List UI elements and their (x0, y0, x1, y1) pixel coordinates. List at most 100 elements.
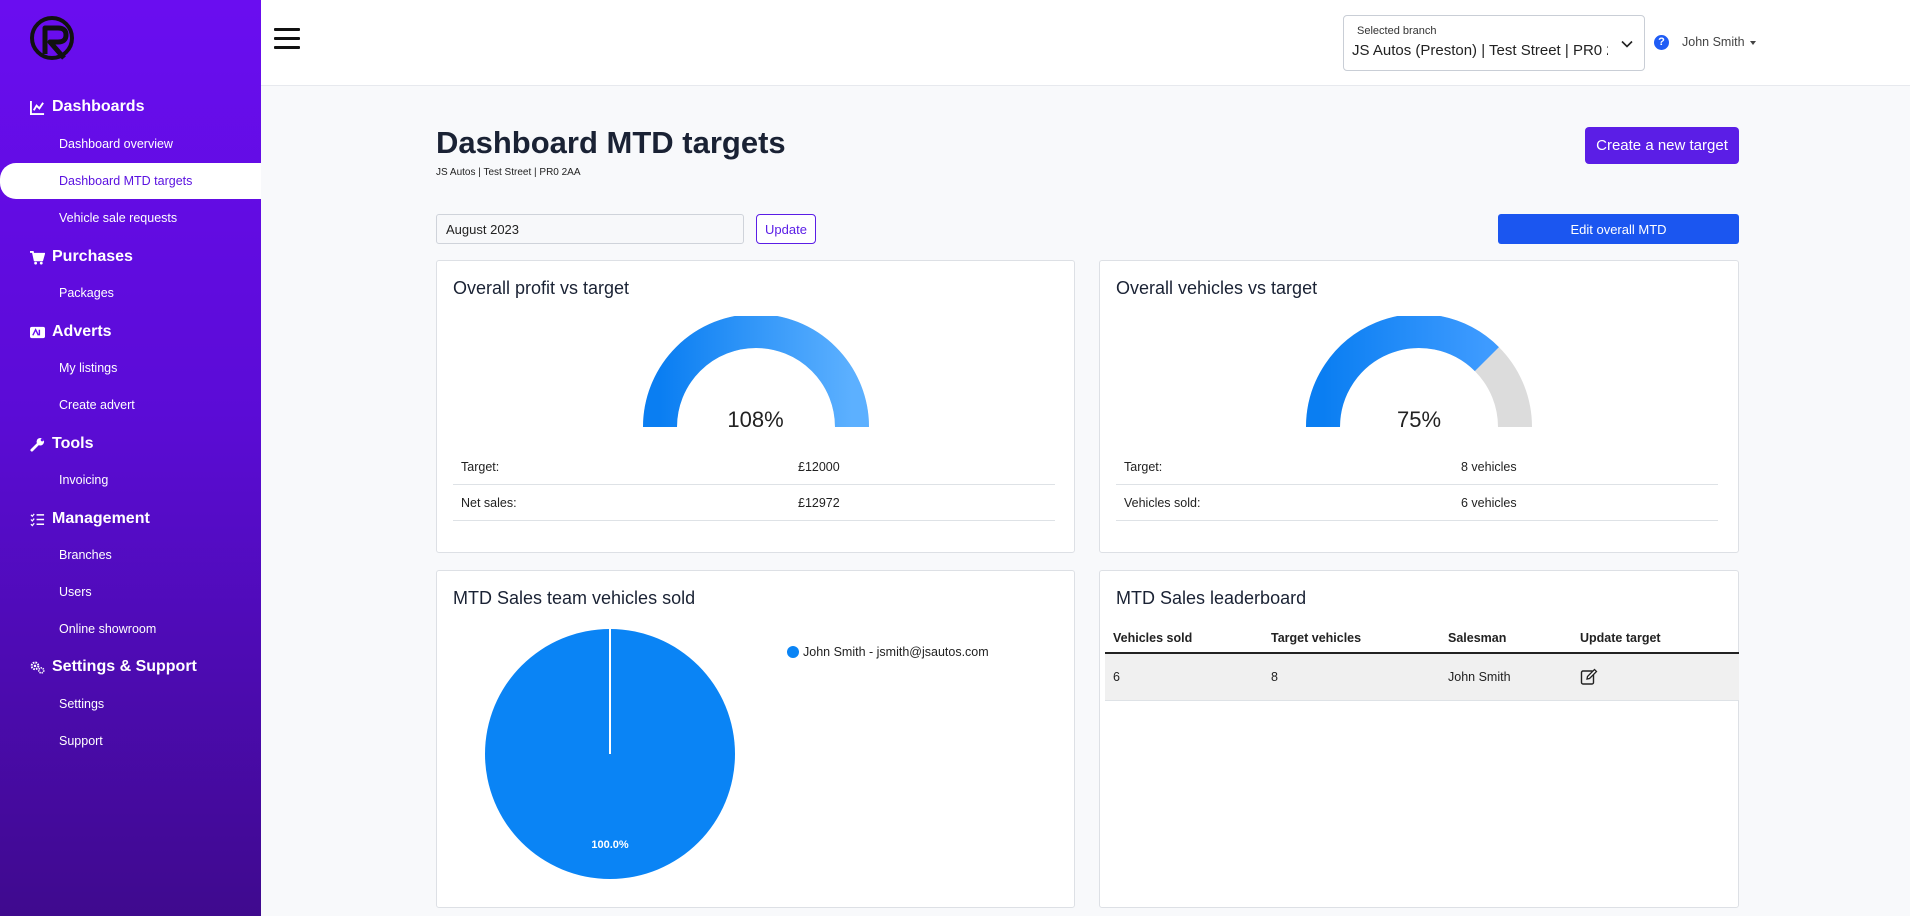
sidebar-section-adverts: Adverts (30, 323, 112, 341)
net-sales-value: £12972 (798, 496, 840, 510)
sales-pie-chart: 100.0% (485, 629, 735, 879)
wrench-icon (30, 437, 45, 452)
sidebar-item-label: Dashboard MTD targets (59, 174, 193, 188)
top-bar: Selected branch JS Autos (Preston) | Tes… (261, 0, 1910, 86)
gauge-value: 108% (727, 407, 784, 432)
sidebar-item-label: Users (59, 585, 92, 599)
sales-team-pie-card: MTD Sales team vehicles sold 100.0% John… (436, 570, 1075, 908)
sidebar-section-purchases: Purchases (30, 248, 133, 266)
sidebar-item-label: Create advert (59, 398, 135, 412)
header-update-target: Update target (1580, 631, 1661, 645)
card-title: MTD Sales leaderboard (1116, 588, 1307, 608)
target-label: Target: (461, 460, 500, 474)
ad-icon (30, 326, 45, 338)
header-target-vehicles: Target vehicles (1271, 631, 1362, 645)
vehicles-sold-value: 6 vehicles (1461, 496, 1517, 510)
target-row: Target: 8 vehicles (1116, 449, 1718, 485)
cell-target-vehicles: 8 (1271, 670, 1278, 684)
vehicles-sold-row: Vehicles sold: 6 vehicles (1116, 485, 1718, 521)
profit-card: Overall profit vs target 108% Target: £1… (436, 260, 1075, 553)
sidebar-item-branches[interactable]: Branches (0, 537, 261, 573)
sidebar-item-packages[interactable]: Packages (0, 275, 261, 311)
sidebar-item-label: Vehicle sale requests (59, 211, 178, 225)
gauge-fill (1306, 316, 1499, 428)
target-row: Target: £12000 (453, 449, 1055, 485)
sidebar-item-settings[interactable]: Settings (0, 686, 261, 722)
sidebar-item-label: Dashboard overview (59, 137, 173, 151)
edit-overall-mtd-button[interactable]: Edit overall MTD (1498, 214, 1739, 244)
sidebar-item-users[interactable]: Users (0, 574, 261, 610)
legend-dot (787, 646, 799, 658)
sidebar-section-dashboards: Dashboards (30, 98, 144, 116)
pie-legend[interactable]: John Smith - jsmith@jsautos.com (787, 645, 989, 659)
sidebar-section-label: Purchases (52, 248, 133, 265)
chevron-down-icon (1621, 40, 1633, 48)
sidebar-item-support[interactable]: Support (0, 723, 261, 759)
sidebar-item-label: Packages (59, 286, 114, 300)
sidebar-item-label: Branches (59, 548, 112, 562)
sidebar-item-dashboard-overview[interactable]: Dashboard overview (0, 126, 261, 162)
sidebar-item-label: Online showroom (59, 622, 157, 636)
sidebar-item-label: Support (59, 734, 103, 748)
update-target-button[interactable] (1580, 654, 1598, 700)
card-title: MTD Sales team vehicles sold (453, 588, 696, 608)
target-value: £12000 (798, 460, 840, 474)
branch-select-label: Selected branch (1357, 25, 1437, 37)
sidebar-item-vehicle-sale-requests[interactable]: Vehicle sale requests (0, 200, 261, 236)
sidebar-section-tools: Tools (30, 435, 93, 453)
brand-logo-icon[interactable] (28, 14, 80, 64)
sidebar-item-online-showroom[interactable]: Online showroom (0, 611, 261, 647)
leaderboard-header: Vehicles sold Target vehicles Salesman U… (1105, 624, 1739, 654)
sidebar-section-settings-support: Settings & Support (30, 658, 197, 676)
branch-select-value: JS Autos (Preston) | Test Street | PR0 2… (1352, 42, 1608, 59)
sidebar-item-label: My listings (59, 361, 118, 375)
vehicles-sold-label: Vehicles sold: (1124, 496, 1201, 510)
sidebar-item-label: Settings (59, 697, 105, 711)
create-target-button[interactable]: Create a new target (1585, 127, 1739, 164)
pie-slice-label: 100.0% (591, 839, 629, 851)
header-vehicles-sold: Vehicles sold (1113, 631, 1193, 645)
hamburger-menu-icon[interactable] (274, 28, 300, 54)
net-sales-label: Net sales: (461, 496, 517, 510)
legend-label: John Smith - jsmith@jsautos.com (803, 645, 989, 659)
page-title: Dashboard MTD targets (436, 125, 786, 160)
sidebar-item-my-listings[interactable]: My listings (0, 350, 261, 386)
profit-gauge (643, 316, 869, 428)
cell-vehicles-sold: 6 (1113, 670, 1120, 684)
sidebar-section-label: Settings & Support (52, 658, 197, 675)
sidebar-section-label: Tools (52, 435, 94, 452)
page-subtitle: JS Autos | Test Street | PR0 2AA (436, 167, 581, 178)
user-menu[interactable]: John Smith (1682, 35, 1756, 49)
card-title: Overall vehicles vs target (1116, 278, 1318, 298)
sidebar-item-label: Invoicing (59, 473, 109, 487)
caret-down-icon (1749, 40, 1756, 45)
target-label: Target: (1124, 460, 1163, 474)
net-sales-row: Net sales: £12972 (453, 485, 1055, 521)
sidebar-item-invoicing[interactable]: Invoicing (0, 462, 261, 498)
user-name: John Smith (1682, 35, 1745, 49)
gauge-fill (643, 316, 869, 428)
cart-icon (30, 250, 45, 265)
gears-icon (30, 661, 45, 674)
sidebar-item-create-advert[interactable]: Create advert (0, 387, 261, 423)
leaderboard-card: MTD Sales leaderboard Vehicles sold Targ… (1099, 570, 1739, 908)
sidebar-item-dashboard-mtd-targets[interactable]: Dashboard MTD targets (0, 163, 261, 199)
sidebar-section-label: Management (52, 510, 150, 527)
sidebar-section-management: Management (30, 510, 150, 528)
help-icon[interactable]: ? (1654, 35, 1669, 50)
header-salesman: Salesman (1448, 631, 1507, 645)
branch-select[interactable]: Selected branch JS Autos (Preston) | Tes… (1343, 15, 1645, 71)
gauge-value: 75% (1396, 407, 1442, 432)
month-input[interactable] (436, 214, 744, 244)
target-value: 8 vehicles (1461, 460, 1517, 474)
update-button[interactable]: Update (756, 214, 816, 244)
edit-icon[interactable] (1580, 668, 1598, 686)
vehicles-gauge (1306, 316, 1532, 428)
sidebar-section-label: Dashboards (52, 98, 145, 115)
list-check-icon (30, 512, 45, 527)
vehicles-card: Overall vehicles vs target 75% Target: 8… (1099, 260, 1739, 553)
cell-salesman: John Smith (1448, 670, 1511, 684)
table-row: 6 8 John Smith (1105, 654, 1739, 701)
sidebar: Dashboards Dashboard overview Dashboard … (0, 0, 261, 916)
line-chart-icon (30, 100, 45, 115)
